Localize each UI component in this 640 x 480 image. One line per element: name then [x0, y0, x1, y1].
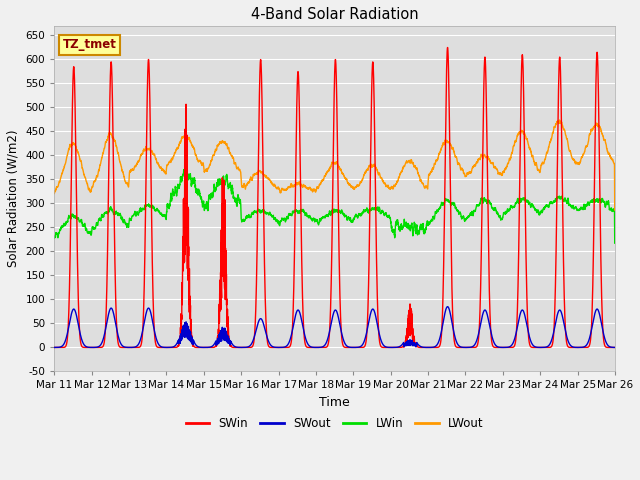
- X-axis label: Time: Time: [319, 396, 350, 409]
- Title: 4-Band Solar Radiation: 4-Band Solar Radiation: [251, 7, 419, 22]
- Text: TZ_tmet: TZ_tmet: [63, 38, 116, 51]
- Y-axis label: Solar Radiation (W/m2): Solar Radiation (W/m2): [7, 130, 20, 267]
- Legend: SWin, SWout, LWin, LWout: SWin, SWout, LWin, LWout: [181, 412, 488, 435]
